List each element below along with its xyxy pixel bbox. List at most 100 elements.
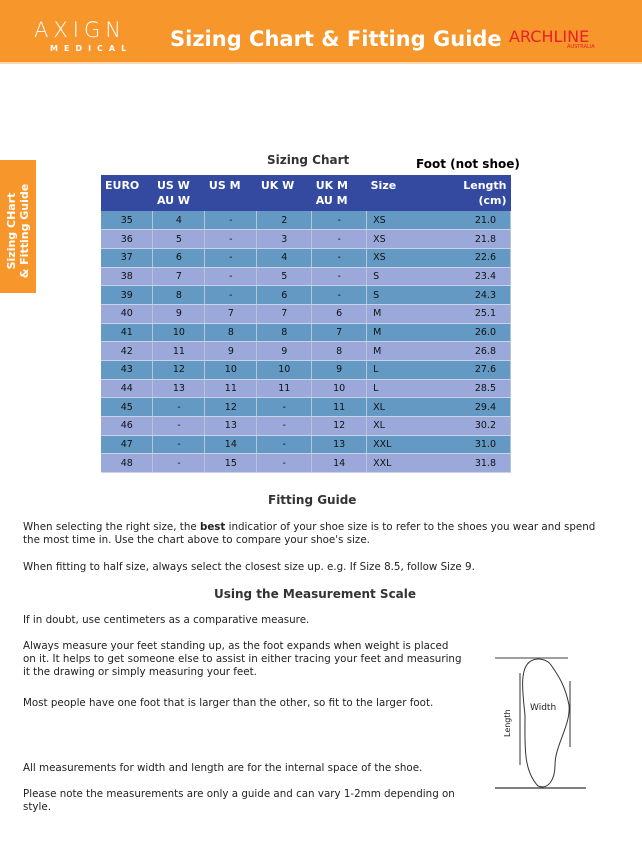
table-cell: - [152, 453, 206, 474]
table-cell: - [256, 453, 313, 474]
table-cell: 6 [152, 248, 206, 268]
table-row: 36 5-3- XS 21.8 [101, 229, 511, 249]
table-cell: XL [366, 397, 417, 418]
table-cell: 11 [152, 341, 206, 361]
table-cell: 23.4 [416, 267, 511, 287]
table-cell: 2 [256, 211, 313, 231]
table-cell: - [204, 229, 258, 249]
column-header: Length (cm) [416, 175, 511, 211]
column-header: US W AU W [152, 175, 205, 211]
table-cell: 35 [101, 211, 154, 231]
table-row: 47-14-13 XXL 31.0 [101, 435, 511, 455]
table-cell: 5 [256, 267, 313, 287]
table-cell: - [256, 416, 313, 436]
table-cell: 38 [101, 267, 154, 287]
table-cell: 43 [101, 360, 154, 380]
table-cell: L [366, 379, 417, 399]
table-row: 48-15-14 XXL 31.8 [101, 453, 511, 474]
table-cell: XS [366, 229, 417, 249]
table-cell: - [311, 285, 368, 305]
table-cell: 13 [204, 416, 258, 436]
table-cell: 27.6 [416, 360, 511, 380]
table-cell: 30.2 [416, 416, 511, 436]
table-row: 45-12-11 XL 29.4 [101, 397, 511, 418]
measurement-title: Using the Measurement Scale [214, 587, 417, 601]
table-cell: XXL [366, 435, 417, 455]
column-header: UK M AU M [311, 175, 367, 211]
table-cell: 11 [256, 379, 313, 399]
table-cell: - [256, 397, 313, 418]
axign-logo: AXIGN [34, 18, 126, 42]
table-cell: 22.6 [416, 248, 511, 268]
table-cell: XS [366, 248, 417, 268]
table-cell: 26.0 [416, 323, 511, 343]
table-cell: XL [366, 416, 417, 436]
column-header: UK W [256, 175, 312, 211]
header-banner: AXIGN MEDICAL Sizing Chart & Fitting Gui… [0, 0, 642, 64]
table-cell: 41 [101, 323, 154, 343]
column-header: US M [204, 175, 257, 211]
sizing-table: EURO US W AU W US M UK W UK M AU M Size Length (c… [101, 175, 511, 474]
table-cell: M [366, 304, 417, 324]
table-cell: - [152, 397, 206, 418]
table-cell: 42 [101, 341, 154, 361]
table-cell: 44 [101, 379, 154, 399]
table-cell: 10 [311, 379, 368, 399]
table-cell: 26.8 [416, 341, 511, 361]
table-row: 46-13-12 XL 30.2 [101, 416, 511, 436]
table-cell: 14 [311, 453, 368, 474]
table-cell: 31.8 [416, 453, 511, 474]
table-cell: - [204, 211, 258, 231]
table-cell: S [366, 285, 417, 305]
table-cell: 37 [101, 248, 154, 268]
table-cell: 40 [101, 304, 154, 324]
table-cell: - [311, 248, 368, 268]
table-cell: 9 [204, 341, 258, 361]
chart-title: Sizing Chart [267, 153, 350, 167]
table-cell: - [311, 229, 368, 249]
table-cell: 4 [256, 248, 313, 268]
table-cell: 6 [256, 285, 313, 305]
measure-paragraph-4: All measurements for width and length ar… [23, 762, 423, 774]
table-cell: 7 [311, 323, 368, 343]
table-cell: 45 [101, 397, 154, 418]
table-row: 43 12 10 10 9 L 27.6 [101, 360, 511, 380]
table-cell: XS [366, 211, 417, 231]
archline-logo: ARCHLINE [509, 27, 590, 46]
table-cell: 4 [152, 211, 206, 231]
chart-note: Foot (not shoe) [416, 157, 520, 171]
table-row: 40 9 7 7 6 M 25.1 [101, 304, 511, 324]
table-cell: 9 [152, 304, 206, 324]
table-cell: 13 [152, 379, 206, 399]
table-cell: - [204, 285, 258, 305]
table-cell: S [366, 267, 417, 287]
table-row: 39 8-6- S 24.3 [101, 285, 511, 305]
table-row: 42 11 9 9 8 M 26.8 [101, 341, 511, 361]
table-cell: 48 [101, 453, 154, 474]
fitting-guide-title: Fitting Guide [268, 493, 357, 507]
table-cell: 7 [204, 304, 258, 324]
table-cell: - [311, 267, 368, 287]
side-tab: Sizing CHart & Fitting Guide [0, 160, 36, 293]
table-cell: 7 [256, 304, 313, 324]
table-cell: - [152, 416, 206, 436]
table-cell: 9 [256, 341, 313, 361]
table-cell: 29.4 [416, 397, 511, 418]
table-cell: 6 [311, 304, 368, 324]
length-label: Length [503, 709, 512, 737]
table-cell: 46 [101, 416, 154, 436]
table-cell: 7 [152, 267, 206, 287]
table-row: 41 10 8 8 7 M 26.0 [101, 323, 511, 343]
table-cell: 36 [101, 229, 154, 249]
table-cell: 47 [101, 435, 154, 455]
table-cell: 11 [204, 379, 258, 399]
table-row: 35 4-2- XS 21.0 [101, 211, 511, 231]
table-cell: - [204, 267, 258, 287]
table-cell: 25.1 [416, 304, 511, 324]
table-cell: 12 [204, 397, 258, 418]
table-cell: L [366, 360, 417, 380]
measure-paragraph-1: If in doubt, use centimeters as a compar… [23, 614, 310, 626]
table-cell: - [152, 435, 206, 455]
table-cell: 10 [152, 323, 206, 343]
page-title: Sizing Chart & Fitting Guide [170, 27, 502, 51]
